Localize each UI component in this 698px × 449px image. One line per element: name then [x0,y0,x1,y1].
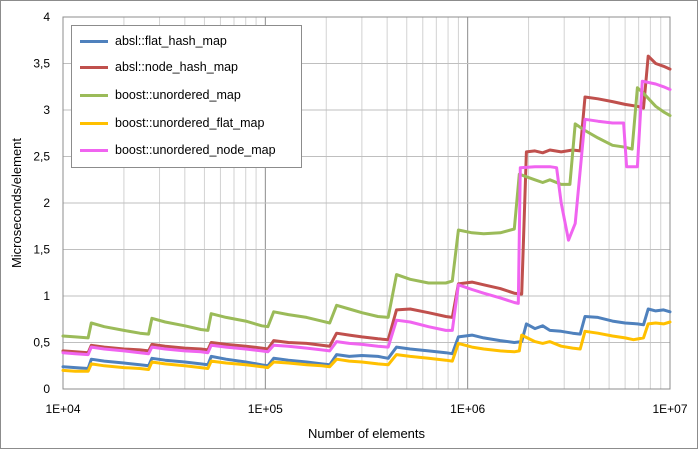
series-line-boost-unordered-flat-map [61,320,672,373]
legend-label: absl::node_hash_map [115,60,239,74]
y-tick-label: 1 [43,289,50,303]
x-tick-label: 1E+05 [248,402,283,416]
legend-item-boost-unordered-flat-map: boost::unordered_flat_map [80,115,264,131]
y-tick-label: 2 [43,196,50,210]
legend-item-boost-unordered-map: boost::unordered_map [80,87,241,103]
legend-label: boost::unordered_node_map [115,143,276,157]
y-tick-label: 4 [43,10,50,24]
y-tick-label: 3,5 [33,57,50,71]
y-tick-label: 0 [43,382,50,396]
y-tick-label: 3 [43,103,50,117]
legend-swatch [80,148,108,152]
series-layer [61,54,672,373]
series-line-absl-node-hash-map [61,54,672,355]
y-axis-title: Microseconds/element [9,138,24,268]
legend-swatch [80,93,108,97]
legend-label: boost::unordered_map [115,88,241,102]
y-tick-labels: 0 0,5 1 1,5 2 2,5 3 3,5 4 [33,10,50,396]
legend-swatch [80,65,108,69]
y-tick-label: 1,5 [33,243,50,257]
y-tick-label: 0,5 [33,336,50,350]
legend-label: absl::flat_hash_map [115,34,227,48]
legend-item-boost-unordered-node-map: boost::unordered_node_map [80,142,276,158]
legend-swatch [80,39,108,43]
x-tick-label: 1E+04 [45,402,80,416]
y-tick-label: 2,5 [33,150,50,164]
x-tick-labels: 1E+04 1E+05 1E+06 1E+07 [45,402,687,416]
legend-item-absl-flat-hash-map: absl::flat_hash_map [80,33,227,49]
x-tick-label: 1E+07 [652,402,687,416]
series-line-absl-flat-hash-map [61,307,672,370]
x-axis-title: Number of elements [308,426,426,441]
legend-label: boost::unordered_flat_map [115,116,265,130]
legend: absl::flat_hash_map absl::node_hash_map … [71,25,302,168]
legend-item-absl-node-hash-map: absl::node_hash_map [80,59,238,75]
legend-swatch [80,121,108,125]
series-line-boost-unordered-node-map [61,79,672,357]
x-tick-label: 1E+06 [450,402,485,416]
plot-area-border [62,16,671,390]
